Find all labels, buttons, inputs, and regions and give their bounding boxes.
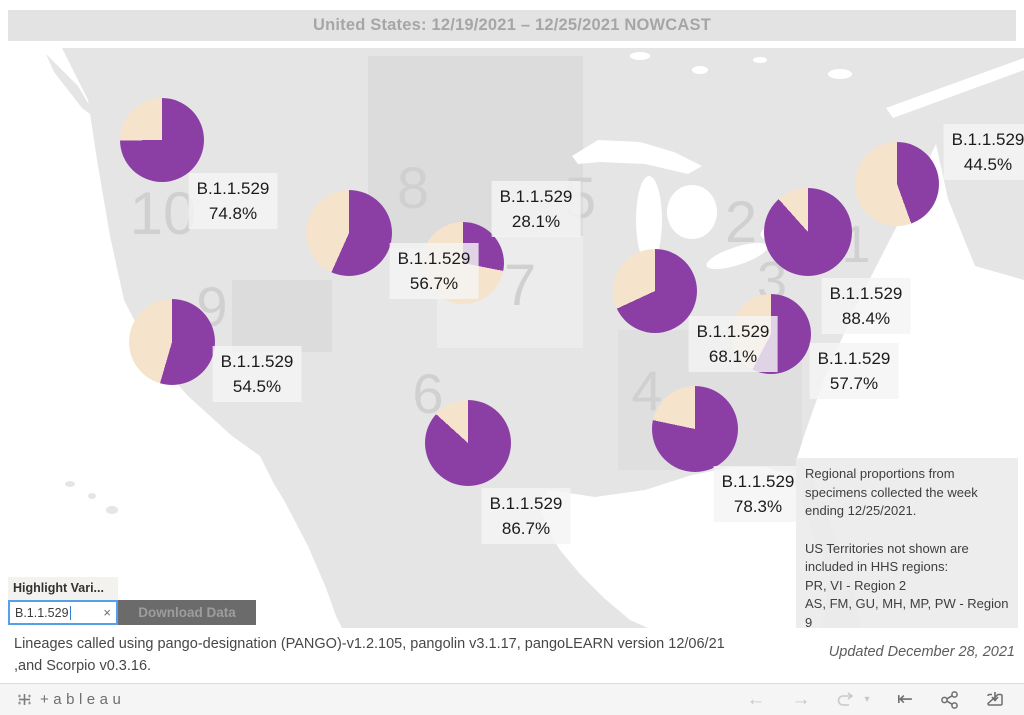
pie-label-hhs-region-7: B.1.1.529 28.1% [491, 181, 581, 237]
lineage-name: B.1.1.529 [397, 249, 471, 268]
pie-label-hhs-region-8: B.1.1.529 56.7% [389, 243, 479, 299]
pie-label-hhs-region-5: B.1.1.529 68.1% [688, 316, 778, 372]
lineage-percent: 74.8% [208, 204, 258, 223]
lineage-name: B.1.1.529 [499, 187, 573, 206]
pie-label-hhs-region-4: B.1.1.529 78.3% [713, 466, 803, 522]
map-region-number-7: 7 [503, 253, 537, 318]
lineage-percent: 54.5% [232, 377, 282, 396]
undo-icon[interactable]: ← [746, 689, 766, 710]
lineage-name: B.1.1.529 [220, 352, 294, 371]
highlight-variant-input[interactable]: B.1.1.529 × [8, 600, 118, 625]
pie-label-hhs-region-1: B.1.1.529 44.5% [943, 124, 1024, 180]
pie-label-hhs-region-6: B.1.1.529 86.7% [481, 488, 571, 544]
replay-icon[interactable] [833, 689, 859, 711]
clear-icon[interactable]: × [103, 605, 111, 620]
share-icon[interactable] [937, 689, 963, 711]
lineage-percent: 28.1% [511, 212, 561, 231]
annotation-note: Regional proportions from specimens coll… [796, 458, 1018, 628]
lineage-percent: 57.7% [829, 374, 879, 393]
lineage-footnote: Lineages called using pango-designation … [14, 633, 804, 677]
pie-hhs-region-5[interactable] [613, 249, 697, 333]
lineage-name: B.1.1.529 [829, 284, 903, 303]
lineage-name: B.1.1.529 [696, 322, 770, 341]
lineage-percent: 44.5% [963, 155, 1013, 174]
updated-date: Updated December 28, 2021 [828, 644, 1015, 660]
replay-caret-icon[interactable]: ▾ [864, 693, 870, 705]
tableau-toolbar: +ableau ← → ▾ ⇤ [0, 683, 1024, 715]
tableau-mark-icon [18, 694, 31, 705]
lineage-percent: 88.4% [841, 309, 891, 328]
lineage-name: B.1.1.529 [951, 130, 1024, 149]
download-data-button[interactable]: Download Data [118, 600, 256, 625]
footnote-line-1: Lineages called using pango-designation … [14, 636, 725, 652]
lineage-percent: 68.1% [708, 347, 758, 366]
title-bar: United States: 12/19/2021 – 12/25/2021 N… [8, 10, 1016, 41]
tableau-logo[interactable]: +ableau [16, 691, 125, 708]
annotation-paragraph-2: US Territories not shown are included in… [805, 540, 1009, 629]
annotation-paragraph-1: Regional proportions from specimens coll… [805, 466, 978, 518]
redo-icon[interactable]: → [791, 689, 811, 710]
highlight-variant-value: B.1.1.529 [15, 605, 69, 620]
lineage-name: B.1.1.529 [721, 472, 795, 491]
footnote-line-2: ,and Scorpio v0.3.16. [14, 658, 152, 674]
reset-icon[interactable]: ⇤ [897, 689, 913, 710]
map-region-number-2: 2 [724, 190, 758, 255]
pie-hhs-region-9[interactable] [129, 299, 215, 385]
lineage-name: B.1.1.529 [489, 494, 563, 513]
map-region-number-8: 8 [396, 156, 430, 221]
pie-hhs-region-1[interactable] [855, 142, 939, 226]
highlight-variant-label: Highlight Vari... [8, 577, 118, 600]
page-title: United States: 12/19/2021 – 12/25/2021 N… [312, 16, 712, 34]
pie-label-hhs-region-9: B.1.1.529 54.5% [212, 346, 302, 402]
download-icon[interactable] [982, 689, 1008, 711]
text-cursor [69, 605, 72, 620]
pie-hhs-region-4[interactable] [652, 386, 738, 472]
map-area: 12345678910 B.1.1.52944.5%B.1.1.52988.4%… [0, 44, 1024, 628]
lineage-percent: 78.3% [733, 497, 783, 516]
toolbar-icons: ← → ▾ ⇤ [724, 689, 1008, 711]
lineage-percent: 56.7% [409, 274, 459, 293]
lineage-name: B.1.1.529 [196, 179, 270, 198]
pie-hhs-region-6[interactable] [425, 400, 511, 486]
lineage-percent: 86.7% [501, 519, 551, 538]
pie-hhs-region-10[interactable] [120, 98, 204, 182]
pie-hhs-region-2[interactable] [764, 188, 852, 276]
lineage-name: B.1.1.529 [817, 349, 891, 368]
pie-label-hhs-region-10: B.1.1.529 74.8% [188, 173, 278, 229]
pie-label-hhs-region-2: B.1.1.529 88.4% [821, 278, 911, 334]
pacific-ocean [0, 48, 342, 628]
map-region-number-10: 10 [129, 180, 197, 247]
tableau-wordmark: +ableau [40, 691, 126, 708]
pie-hhs-region-8[interactable] [306, 190, 392, 276]
pie-label-hhs-region-3: B.1.1.529 57.7% [809, 343, 899, 399]
